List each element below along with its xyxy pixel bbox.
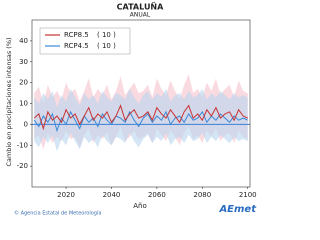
chart: CATALUÑA ANUAL Año Cambio en precipitaci… (5, 2, 257, 217)
chart-title: CATALUÑA (117, 2, 164, 12)
x-tick-label: 2040 (103, 191, 121, 199)
legend-box (39, 27, 131, 55)
y-tick-label: -20 (17, 162, 28, 170)
x-tick-label: 2100 (239, 191, 257, 199)
legend-label: RCP4.5 (64, 42, 89, 50)
y-tick-label: 10 (19, 100, 28, 108)
y-axis-label: Cambio en precipitaciones intensas (%) (5, 37, 13, 166)
plot-frame (31, 19, 251, 188)
y-tick-label: 20 (19, 79, 28, 87)
legend-count: ( 10 ) (97, 42, 116, 50)
x-tick-label: 2080 (193, 191, 211, 199)
y-tick-label: -10 (17, 141, 28, 149)
logo: AEmet (218, 204, 257, 215)
chart-subtitle: ANUAL (130, 12, 151, 19)
legend-count: ( 10 ) (97, 31, 116, 39)
y-tick-label: 30 (19, 58, 28, 66)
x-tick-label: 2020 (57, 191, 75, 199)
x-axis-label: Año (133, 202, 147, 210)
range-band (34, 88, 248, 152)
series-line (33, 104, 248, 131)
x-tick-label: 2060 (148, 191, 166, 199)
series-line (33, 110, 248, 133)
footer: © Agencia Estatal de Meteorología (14, 210, 101, 217)
y-tick-label: 40 (19, 37, 28, 45)
legend-label: RCP8.5 (64, 31, 89, 39)
y-tick-label: 0 (24, 120, 28, 128)
